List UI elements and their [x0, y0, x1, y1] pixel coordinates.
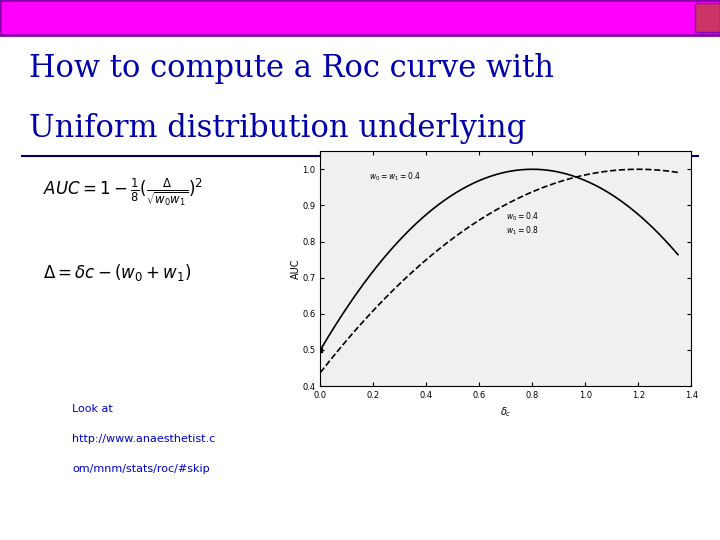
FancyBboxPatch shape — [0, 0, 720, 35]
Y-axis label: AUC: AUC — [291, 259, 301, 279]
Text: Uniform distribution underlying: Uniform distribution underlying — [29, 113, 526, 144]
Text: $w_0=0.4$
$w_1=0.8$: $w_0=0.4$ $w_1=0.8$ — [505, 210, 539, 237]
Text: http://www.anaesthetist.c: http://www.anaesthetist.c — [72, 434, 215, 444]
Text: Look at: Look at — [72, 404, 113, 414]
Text: $\Delta = \delta c - (w_0 + w_1)$: $\Delta = \delta c - (w_0 + w_1)$ — [43, 262, 192, 284]
Text: $w_0=w_1=0.4$: $w_0=w_1=0.4$ — [369, 171, 420, 183]
Text: om/mnm/stats/roc/#skip: om/mnm/stats/roc/#skip — [72, 464, 210, 474]
Text: $AUC = 1 - \frac{1}{8}(\frac{\Delta}{\sqrt{w_0 w_1}})^2$: $AUC = 1 - \frac{1}{8}(\frac{\Delta}{\sq… — [43, 177, 203, 208]
Text: How to compute a Roc curve with: How to compute a Roc curve with — [29, 53, 554, 84]
X-axis label: $\delta_c$: $\delta_c$ — [500, 406, 512, 420]
Bar — [695, 3, 720, 32]
